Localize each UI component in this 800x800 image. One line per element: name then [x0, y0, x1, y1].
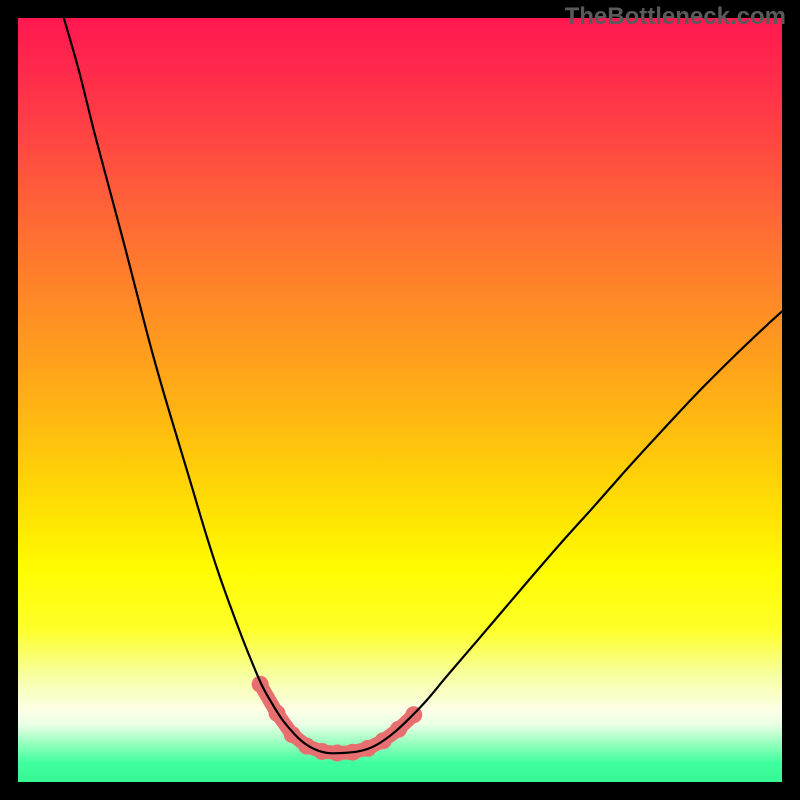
plot-area — [18, 18, 782, 782]
ridge-dot — [284, 726, 301, 743]
chart-container: TheBottleneck.com — [0, 0, 800, 800]
chart-svg — [18, 18, 782, 782]
gradient-background — [18, 18, 782, 782]
watermark-text: TheBottleneck.com — [565, 3, 786, 31]
